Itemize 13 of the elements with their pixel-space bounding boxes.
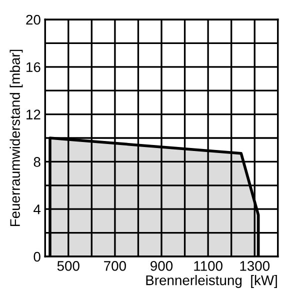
y-tick-label: 0 [34, 252, 40, 262]
x-tick-label: 1300 [240, 261, 270, 271]
x-tick-label: 700 [104, 261, 126, 271]
y-tick-label: 4 [34, 204, 41, 214]
x-axis-title: Brennerleistung [kW] [146, 275, 277, 288]
x-tick-label: 500 [57, 261, 80, 271]
x-tick-label: 1100 [194, 261, 222, 271]
x-tick-label: 900 [150, 261, 173, 271]
y-tick-label: 8 [34, 157, 40, 167]
y-tick-label: 12 [26, 110, 40, 120]
y-tick-label: 20 [26, 14, 40, 25]
y-tick-label: 16 [26, 62, 40, 72]
y-axis-title: Feuerraumwiderstand [mbar] [10, 50, 23, 226]
